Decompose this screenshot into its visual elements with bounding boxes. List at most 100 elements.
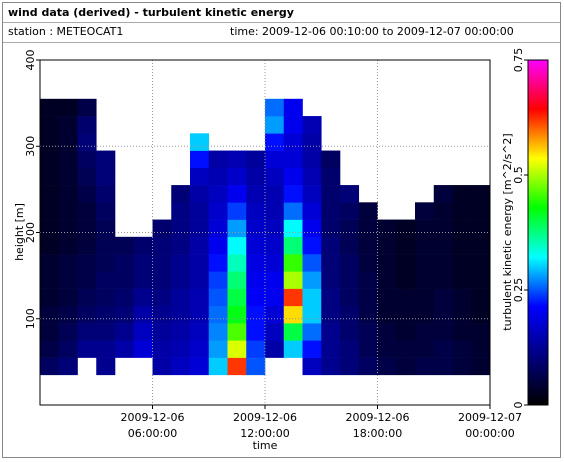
heat-cell [152, 340, 172, 358]
heat-cell [471, 271, 491, 289]
heat-cell [115, 271, 135, 289]
heat-cell [227, 167, 247, 186]
heat-cell [58, 185, 78, 203]
x-tick-label-line: 2009-12-06 [346, 411, 410, 424]
heat-cell [302, 236, 322, 255]
heat-cell [358, 202, 378, 220]
heat-cell [302, 254, 322, 272]
heat-cell [96, 340, 116, 358]
heat-cell [152, 357, 172, 376]
heat-cell [152, 288, 172, 307]
heat-cell [415, 288, 435, 307]
heat-cell [77, 202, 97, 220]
heat-cell [40, 116, 60, 134]
heat-cell [115, 236, 135, 255]
heat-cell [471, 305, 491, 324]
heat-cell [227, 254, 247, 272]
heat-cell [208, 150, 228, 169]
heat-cell [246, 167, 266, 186]
heat-cell [415, 271, 435, 289]
heat-cell [452, 202, 472, 220]
heat-cell [246, 219, 266, 238]
heat-cell [265, 202, 285, 220]
heat-cell [171, 305, 191, 324]
heat-cell [152, 323, 172, 341]
heat-cell [358, 305, 378, 324]
heat-cell [340, 323, 360, 341]
heat-cell [396, 219, 416, 238]
heat-cell [358, 323, 378, 341]
heat-cell [283, 133, 303, 151]
heat-cell [302, 323, 322, 341]
heat-cell [77, 133, 97, 151]
heat-cell [283, 323, 303, 341]
heat-cell [227, 288, 247, 307]
heat-cell [58, 133, 78, 151]
heat-cell [415, 357, 435, 376]
heat-cell [40, 323, 60, 341]
heat-cell [96, 236, 116, 255]
heat-cell [115, 288, 135, 307]
heat-cell [302, 116, 322, 134]
heat-cell [340, 271, 360, 289]
heat-cell [396, 323, 416, 341]
colorbar-tick-label: 0.5 [512, 166, 525, 184]
heat-cell [133, 340, 153, 358]
heat-cell [96, 150, 116, 169]
heat-cell [40, 236, 60, 255]
heat-cell [283, 219, 303, 238]
heat-cell [208, 167, 228, 186]
heat-cell [115, 323, 135, 341]
heat-cell [96, 167, 116, 186]
heat-cell [283, 185, 303, 203]
heat-cell [377, 323, 397, 341]
heat-cell [171, 271, 191, 289]
heat-cell [265, 271, 285, 289]
heat-cell [302, 185, 322, 203]
heat-cell [415, 236, 435, 255]
heat-cell [40, 202, 60, 220]
heat-cell [265, 98, 285, 117]
heat-cell [433, 288, 453, 307]
heat-cell [321, 185, 341, 203]
heat-cell [208, 340, 228, 358]
heat-cell [40, 185, 60, 203]
x-tick-label-line: 06:00:00 [128, 427, 177, 440]
colorbar-tick-label: 0 [512, 402, 525, 409]
x-tick-label-line: 18:00:00 [353, 427, 402, 440]
heat-cell [152, 219, 172, 238]
heat-cell [340, 288, 360, 307]
heat-cell [471, 219, 491, 238]
heat-cell [77, 305, 97, 324]
heat-cell [283, 167, 303, 186]
heat-cell [377, 340, 397, 358]
heat-cell [208, 236, 228, 255]
heat-cell [471, 236, 491, 255]
heat-cell [96, 323, 116, 341]
heat-cell [115, 305, 135, 324]
heat-cell [208, 357, 228, 376]
heat-cell [58, 340, 78, 358]
heat-cell [452, 219, 472, 238]
heat-cell [283, 271, 303, 289]
x-tick-label-line: 12:00:00 [240, 427, 289, 440]
heat-cell [265, 236, 285, 255]
station: station : METEOCAT1 [8, 25, 123, 38]
heat-cell [246, 236, 266, 255]
heat-cell [40, 271, 60, 289]
heat-cell [40, 254, 60, 272]
heat-cell [452, 271, 472, 289]
heat-cell [377, 288, 397, 307]
heat-cell [77, 288, 97, 307]
heat-cell [452, 185, 472, 203]
heat-cell [227, 323, 247, 341]
heat-cell [40, 340, 60, 358]
heat-cell [152, 254, 172, 272]
x-tick-label: 2009-12-06 18:00:00 [346, 411, 410, 440]
heat-cell [358, 288, 378, 307]
heat-cell [415, 202, 435, 220]
heat-cell [208, 288, 228, 307]
heat-cell [358, 219, 378, 238]
heat-cell [433, 219, 453, 238]
heat-cell [246, 150, 266, 169]
